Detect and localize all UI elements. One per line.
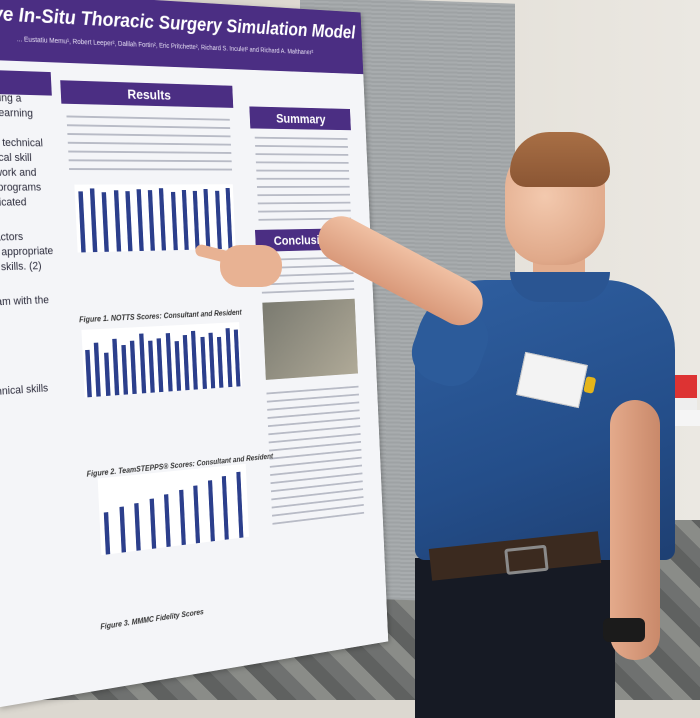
chart-bar [101, 192, 110, 252]
left-column-line: d dedicated [0, 196, 27, 209]
chart-bar [203, 188, 211, 250]
chart-bar [125, 191, 133, 252]
chart-bar [121, 344, 129, 395]
chart-bar [200, 336, 207, 390]
left-column-line: technical skill [0, 151, 32, 164]
right-arm [610, 400, 660, 660]
references-text [266, 382, 365, 525]
chart-bar [217, 337, 224, 388]
chart-bar [191, 330, 199, 390]
results-heading: Results [60, 80, 234, 108]
chart-bar [119, 506, 126, 553]
figure1-chart [74, 184, 236, 253]
figure1-caption: Figure 1. NOTTS Scores: Consultant and R… [78, 308, 242, 325]
wristwatch [603, 618, 645, 642]
chart-bar [94, 342, 102, 397]
chart-bar [208, 332, 216, 389]
left-column-line: rogram with the [0, 294, 50, 310]
left-column-line: ential learning [0, 106, 34, 120]
chart-bar [225, 327, 232, 388]
hair [510, 132, 610, 187]
summary-text [254, 134, 352, 221]
chart-bar [225, 187, 233, 249]
belt-buckle [504, 544, 549, 575]
chart-bar [113, 189, 121, 252]
chart-bar [148, 340, 155, 393]
figure3-caption: Figure 3. MMMC Fidelity Scores [100, 607, 204, 632]
chart-bar [233, 329, 241, 387]
research-poster: ...ive In-Situ Thoracic Surgery Simulati… [0, 0, 389, 708]
chart-bar [103, 512, 111, 555]
chart-bar [174, 340, 182, 391]
chart-bar [85, 349, 92, 398]
chart-bar [138, 333, 147, 394]
chart-bar [178, 489, 186, 546]
shirt-collar [510, 272, 610, 302]
left-column-line: ation programs [0, 181, 42, 194]
red-cup [675, 375, 697, 413]
chart-bar [170, 191, 178, 251]
chart-bar [78, 191, 86, 253]
poster-photo [262, 298, 358, 380]
chart-bar [159, 188, 167, 251]
chart-bar [136, 189, 144, 252]
chart-bar [149, 498, 157, 549]
chart-bar [165, 333, 173, 392]
chart-bar [181, 189, 189, 250]
left-column-line: ional skills. (2) [0, 260, 42, 274]
figure3-chart [97, 463, 250, 556]
chart-bar [134, 503, 141, 551]
results-text [66, 111, 233, 171]
left-column-line: teamwork and [0, 166, 37, 179]
photo-scene: ...ive In-Situ Thoracic Surgery Simulati… [0, 0, 700, 700]
side-table [672, 410, 700, 426]
chart-bar [130, 340, 138, 395]
chart-bar [182, 335, 190, 391]
left-column-line: becoming a [0, 91, 22, 105]
chart-bar [222, 476, 230, 540]
left-column-line: technical skills [0, 382, 49, 399]
chart-bar [214, 190, 222, 250]
chart-bar [192, 190, 200, 250]
chart-bar [156, 337, 164, 393]
chart-bar [164, 494, 171, 548]
chart-bar [103, 352, 111, 397]
chart-bar [193, 485, 201, 544]
chart-bar [148, 190, 156, 251]
pants [415, 558, 615, 718]
presenter-person [194, 132, 685, 718]
chart-bar [89, 187, 98, 253]
left-column-line: fidelity technical [0, 137, 44, 150]
chart-bar [207, 480, 215, 542]
chart-bar [236, 471, 244, 538]
summary-heading: Summary [249, 106, 351, 131]
figure2-chart [81, 322, 243, 398]
chart-bar [112, 338, 120, 396]
